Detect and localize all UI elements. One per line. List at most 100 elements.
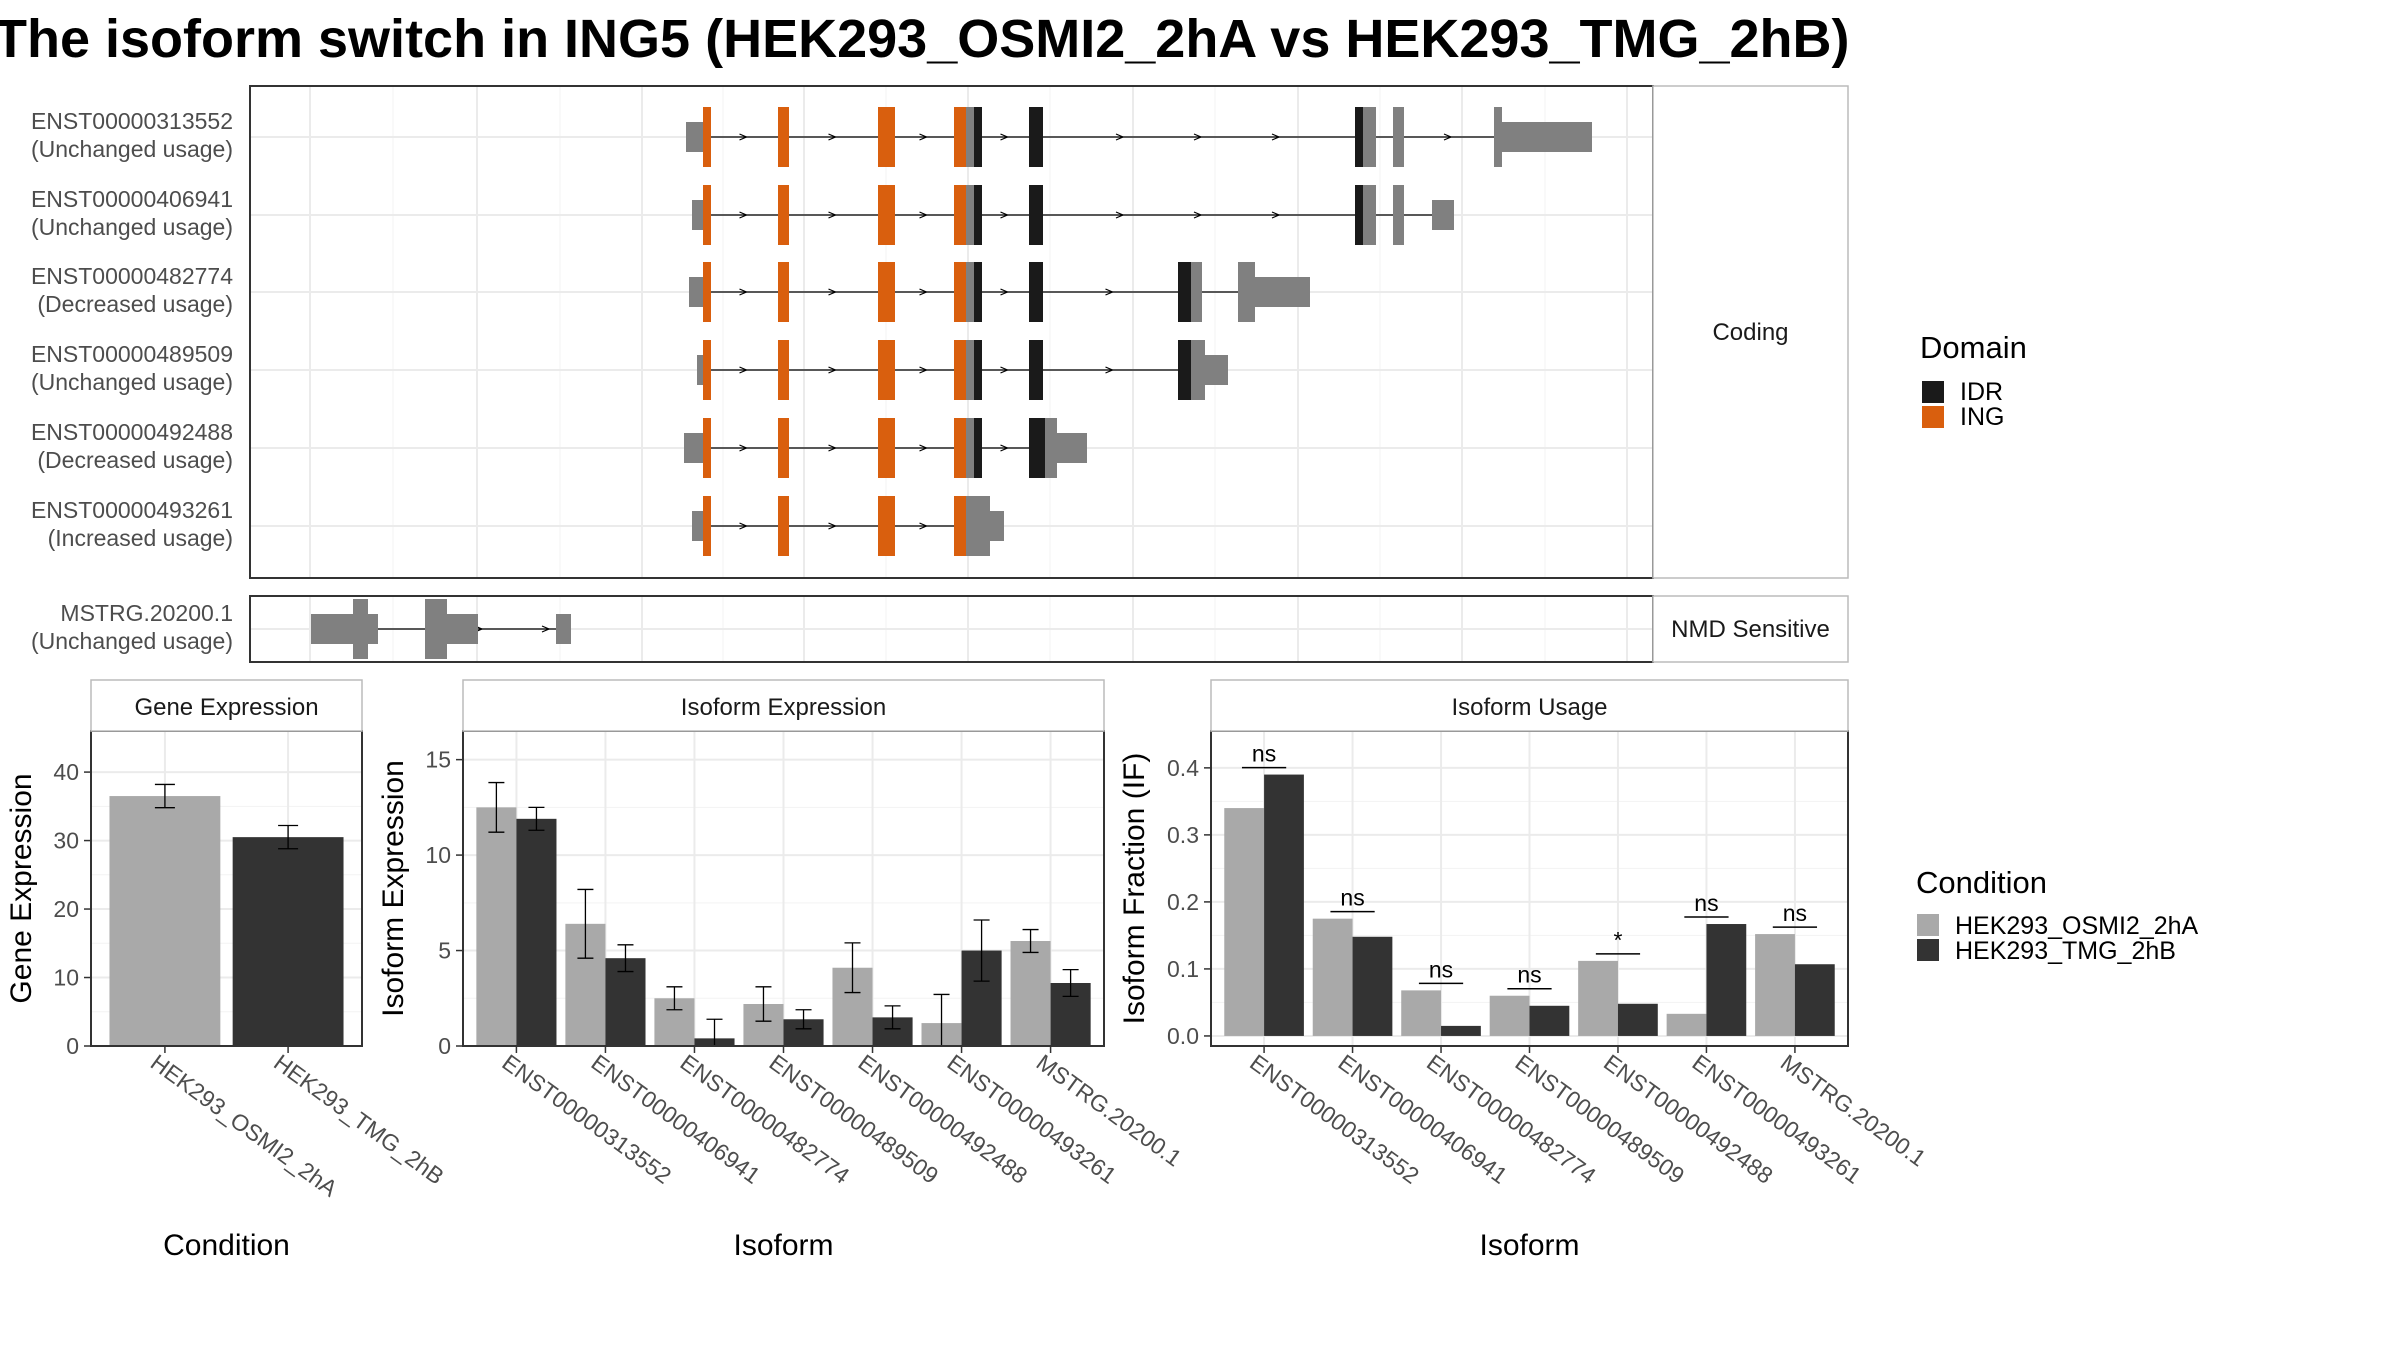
significance-label: ns — [1517, 962, 1541, 988]
exon — [966, 262, 974, 322]
domain-ing — [703, 107, 711, 167]
y-axis-title: Isoform Fraction (IF) — [1118, 753, 1151, 1025]
domain-ing — [703, 340, 711, 400]
isoform-status-label: (Unchanged usage) — [31, 136, 233, 162]
y-tick-label: 10 — [53, 965, 79, 991]
domain-ing — [778, 107, 789, 167]
domain-ing — [878, 496, 895, 556]
domain-idr — [1355, 107, 1363, 167]
intron-arrow — [919, 133, 929, 141]
intron-arrow — [541, 625, 551, 633]
exon — [966, 496, 990, 556]
bar — [476, 807, 517, 1046]
panel-title: Gene Expression — [134, 694, 318, 721]
significance-label: ns — [1783, 900, 1807, 926]
domain-ing — [778, 340, 789, 400]
y-tick-label: 20 — [53, 896, 79, 922]
bar — [1666, 1013, 1707, 1036]
domain-ing — [878, 185, 895, 245]
domain-ing — [954, 418, 966, 478]
x-axis-title: Isoform — [733, 1229, 833, 1262]
domain-idr — [1029, 340, 1043, 400]
domain-ing — [778, 185, 789, 245]
y-tick-label: 0.2 — [1167, 889, 1199, 915]
domain-ing — [954, 496, 966, 556]
bar — [516, 818, 557, 1046]
intron-arrow — [1000, 288, 1010, 296]
y-tick-label: 5 — [438, 938, 451, 964]
significance-label: ns — [1694, 890, 1718, 916]
bar — [1401, 990, 1442, 1036]
domain-ing — [703, 496, 711, 556]
intron-arrow — [828, 366, 838, 374]
exon — [689, 277, 703, 307]
bar — [1489, 995, 1530, 1036]
domain-ing — [703, 418, 711, 478]
intron-arrow — [739, 522, 749, 530]
y-tick-label: 0.1 — [1167, 956, 1199, 982]
exon — [686, 122, 703, 152]
exon — [1494, 107, 1502, 167]
y-tick-label: 0 — [438, 1033, 451, 1059]
exon — [1238, 262, 1255, 322]
intron-arrow — [1105, 288, 1115, 296]
y-axis-title: Isoform Expression — [377, 760, 410, 1017]
intron-arrow — [1000, 133, 1010, 141]
intron-arrow — [739, 444, 749, 452]
y-tick-label: 40 — [53, 759, 79, 785]
domain-ing — [954, 107, 966, 167]
intron-arrow — [828, 522, 838, 530]
intron-arrow — [1193, 133, 1203, 141]
legend-key-condition — [1917, 914, 1939, 936]
isoform-status-label: (Increased usage) — [48, 525, 233, 551]
bar — [1312, 918, 1353, 1036]
panel-title: Isoform Expression — [681, 694, 886, 721]
intron-arrow — [919, 444, 929, 452]
intron-arrow — [919, 211, 929, 219]
exon — [1502, 122, 1592, 152]
legend-label-condition: HEK293_TMG_2hB — [1955, 937, 2176, 965]
legend-key-ing — [1922, 406, 1944, 428]
isoform-label: MSTRG.20200.1 — [60, 600, 233, 626]
intron-arrow — [828, 133, 838, 141]
domain-idr — [1029, 107, 1043, 167]
exon — [556, 614, 571, 644]
x-axis-title: Isoform — [1479, 1229, 1579, 1262]
bar — [1010, 941, 1051, 1046]
x-tick-label: MSTRG.20200.1 — [1776, 1049, 1931, 1171]
isoform-status-label: (Unchanged usage) — [31, 214, 233, 240]
intron-arrow — [739, 288, 749, 296]
intron-arrow — [828, 288, 838, 296]
domain-idr — [1178, 262, 1191, 322]
bar — [1617, 1003, 1658, 1036]
domain-ing — [954, 185, 966, 245]
domain-ing — [878, 340, 895, 400]
exon — [1205, 355, 1228, 385]
exon — [447, 614, 478, 644]
isoform-status-label: (Decreased usage) — [37, 291, 233, 317]
isoform-status-label: (Unchanged usage) — [31, 369, 233, 395]
exon — [1393, 185, 1404, 245]
bar — [1264, 774, 1304, 1036]
intron-arrow — [739, 211, 749, 219]
exon — [368, 614, 378, 644]
exon — [966, 340, 974, 400]
legend-key-idr — [1922, 381, 1944, 403]
intron-arrow — [919, 288, 929, 296]
exon — [353, 599, 368, 659]
significance-label: ns — [1429, 956, 1453, 982]
exon — [990, 511, 1004, 541]
isoform-label: ENST00000489509 — [31, 341, 233, 367]
isoform-label: ENST00000313552 — [31, 108, 233, 134]
exon — [311, 614, 353, 644]
intron-arrow — [1115, 133, 1125, 141]
domain-idr — [1043, 418, 1045, 478]
facet-label-nmd: NMD Sensitive — [1671, 616, 1830, 643]
exon — [1255, 277, 1310, 307]
facet-strip — [462, 679, 1105, 732]
domain-idr — [1355, 185, 1363, 245]
y-tick-label: 0.0 — [1167, 1023, 1199, 1049]
y-tick-label: 15 — [425, 747, 451, 773]
significance-label: ns — [1340, 885, 1364, 911]
